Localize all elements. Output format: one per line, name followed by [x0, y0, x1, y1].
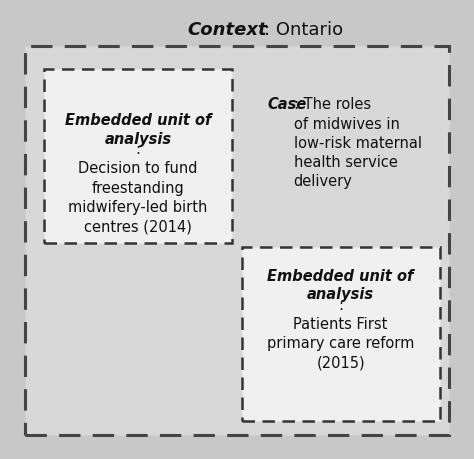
- Text: Embedded unit of
analysis: Embedded unit of analysis: [65, 113, 211, 147]
- FancyBboxPatch shape: [25, 47, 449, 435]
- Text: Context: Context: [188, 21, 267, 39]
- FancyBboxPatch shape: [44, 70, 232, 243]
- Text: : The roles
of midwives in
low-risk maternal
health service
delivery: : The roles of midwives in low-risk mate…: [293, 97, 421, 189]
- Text: :
Decision to fund
freestanding
midwifery-led birth
centres (2014): : Decision to fund freestanding midwifer…: [68, 142, 208, 234]
- Text: :
Patients First
primary care reform
(2015): : Patients First primary care reform (20…: [267, 297, 414, 369]
- Text: : Ontario: : Ontario: [264, 21, 344, 39]
- Text: Embedded unit of
analysis: Embedded unit of analysis: [267, 268, 414, 302]
- FancyBboxPatch shape: [242, 248, 439, 421]
- Text: Case: Case: [268, 97, 307, 112]
